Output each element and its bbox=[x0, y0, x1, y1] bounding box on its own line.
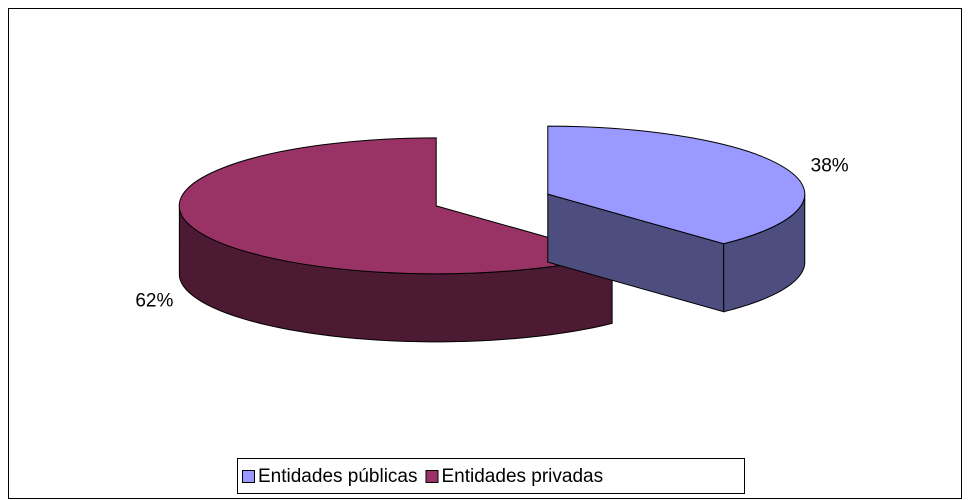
legend-swatch bbox=[425, 470, 439, 483]
legend: Entidades públicas Entidades privadas bbox=[237, 458, 745, 494]
legend-swatch bbox=[242, 470, 255, 483]
pie-slice bbox=[547, 125, 806, 245]
legend-label: Entidades privadas bbox=[442, 466, 604, 487]
legend-label: Entidades públicas bbox=[258, 466, 418, 487]
data-label: 62% bbox=[135, 290, 173, 311]
data-label: 38% bbox=[811, 156, 849, 177]
pie-slice bbox=[178, 137, 615, 275]
legend-box bbox=[237, 458, 745, 494]
